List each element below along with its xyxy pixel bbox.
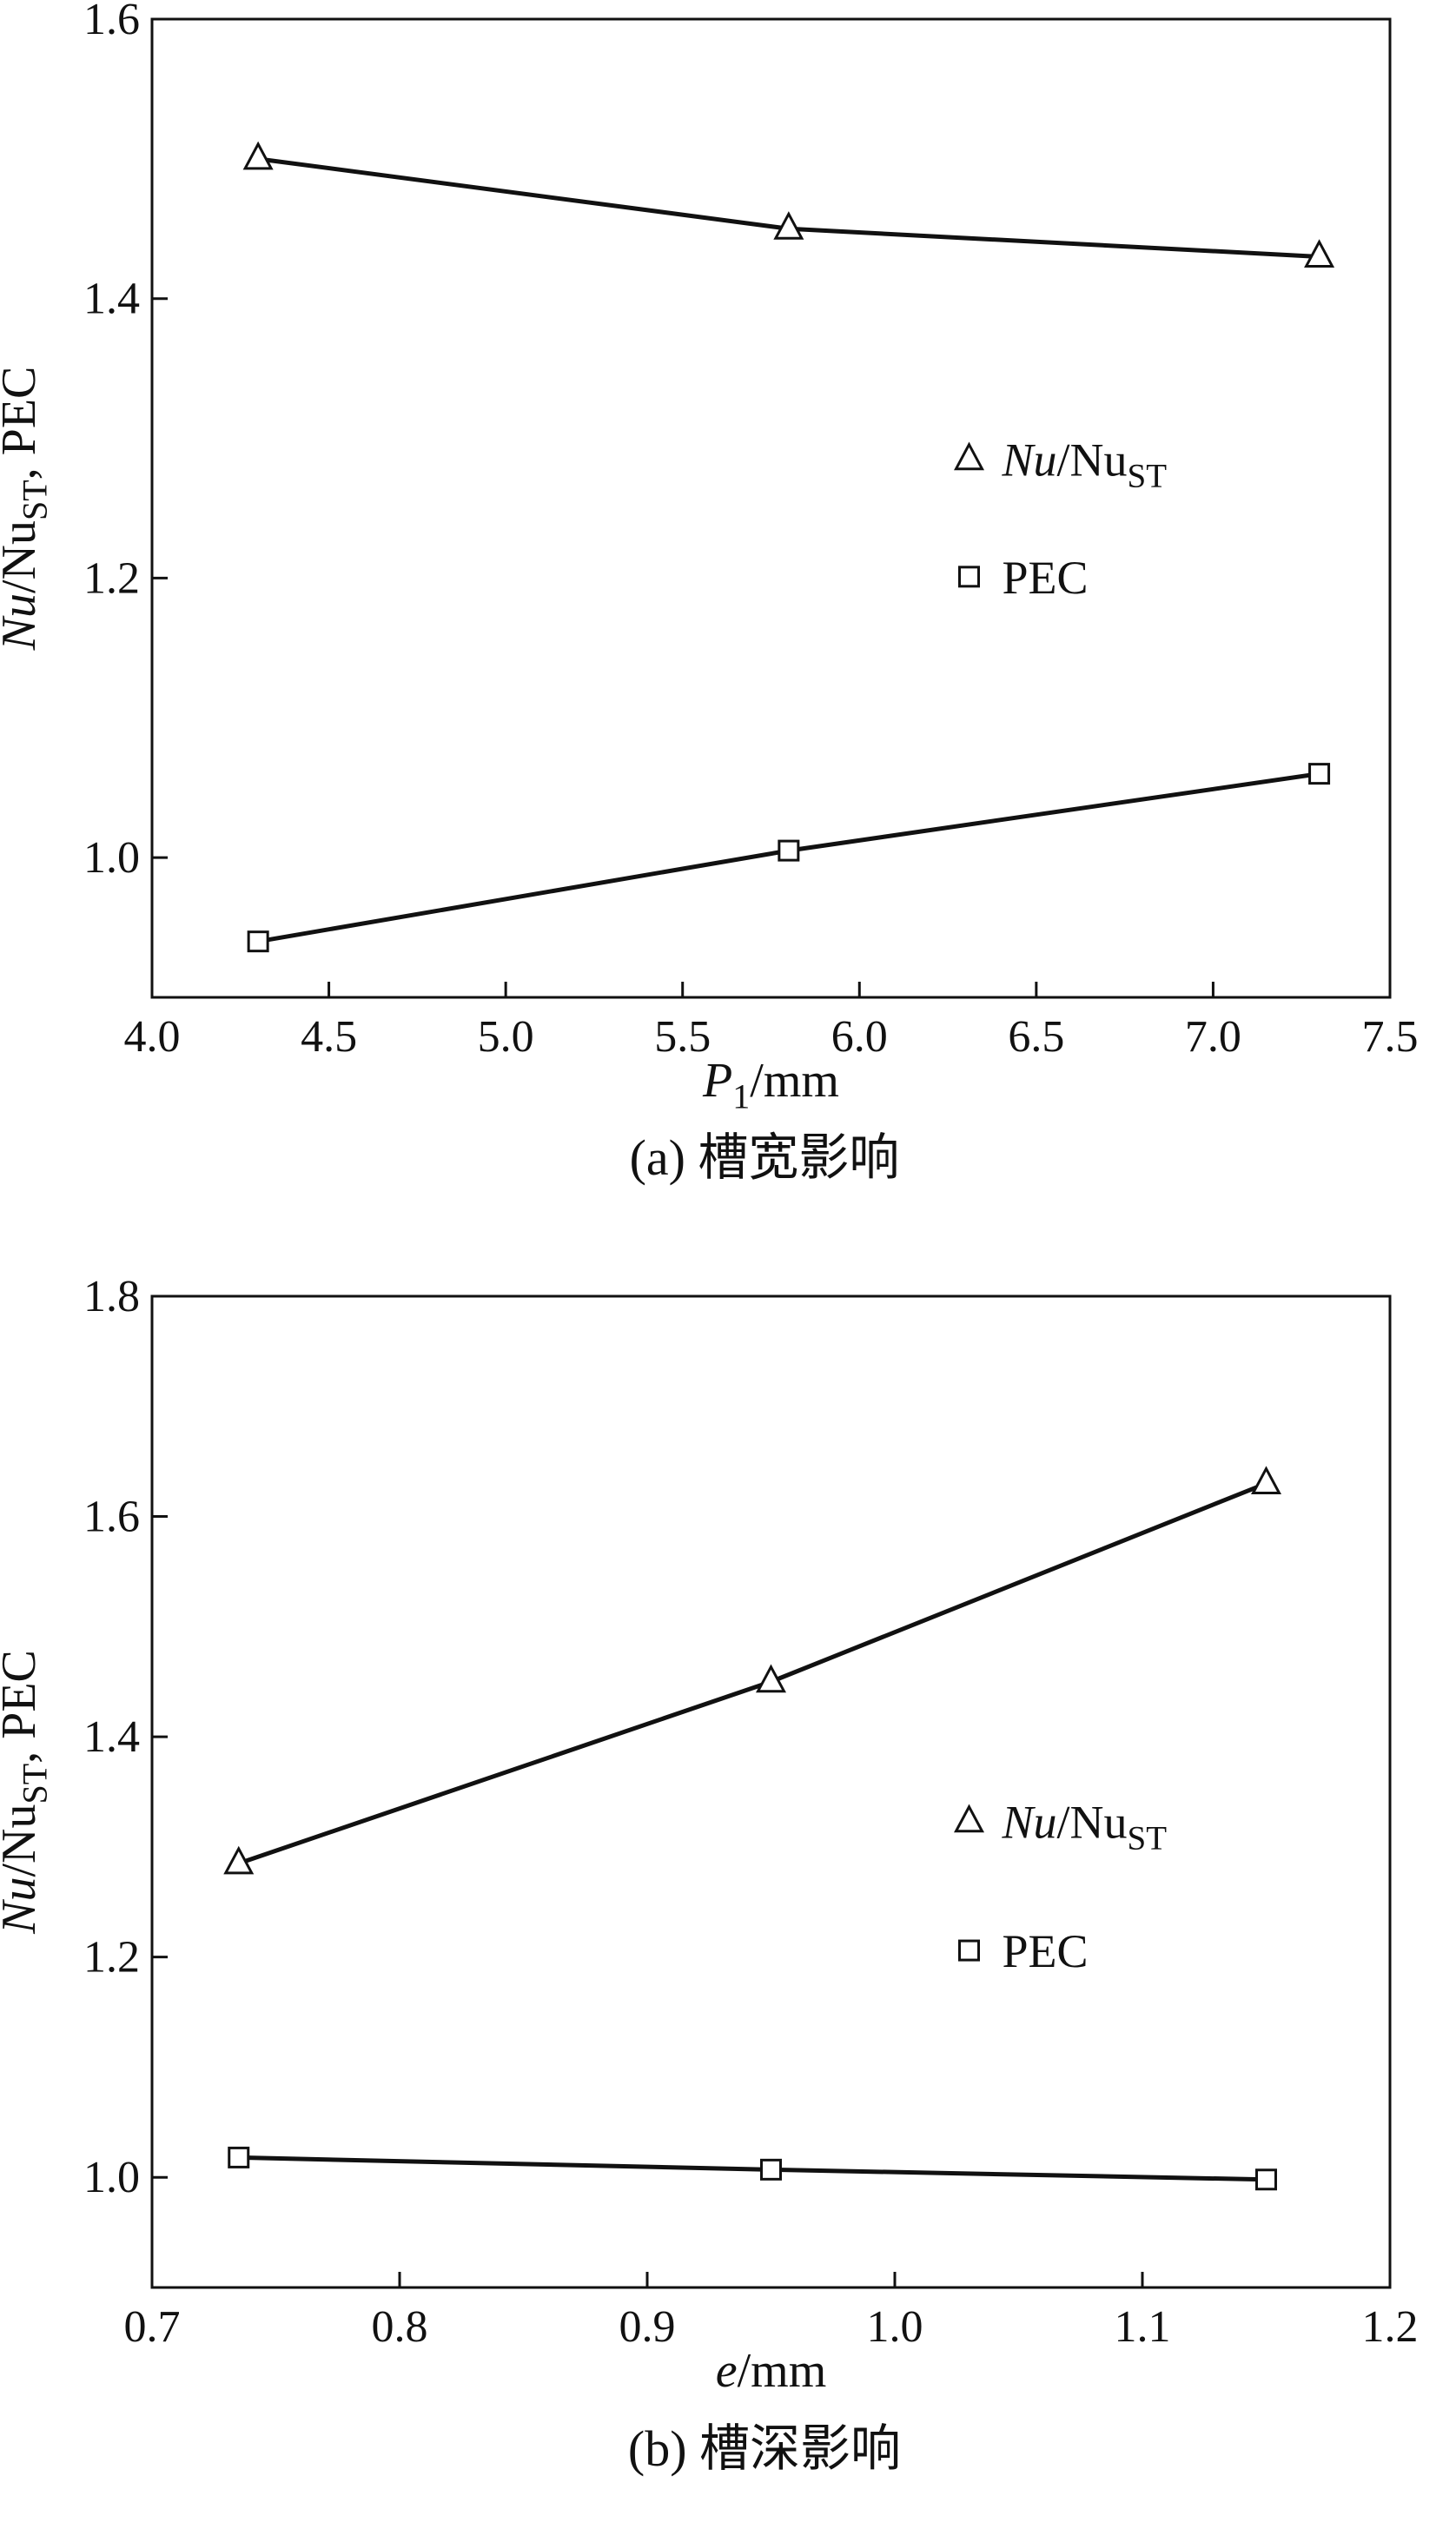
chart-b-caption: (b) 槽深影响 [628, 2420, 901, 2477]
x-tick-label: 0.8 [372, 2302, 428, 2352]
x-tick-label: 5.5 [654, 1012, 711, 1062]
x-tick-label: 4.0 [124, 1012, 181, 1062]
plot-border [150, 1294, 1392, 2289]
y-axis-label: Nu/NuST, PEC [0, 367, 54, 652]
square-marker [228, 2146, 250, 2168]
y-tick-label: 1.4 [83, 275, 140, 324]
legend-label-square: PEC [1003, 552, 1089, 604]
chart-a: 4.0 4.5 5.0 5.5 6.0 6.5 7.0 7.5 1.0 1.2 1.4 1.6 P1/m… [0, 0, 1419, 1116]
series-square [247, 763, 1331, 953]
square-marker [247, 930, 269, 953]
x-tick-label: 7.0 [1185, 1012, 1241, 1062]
legend: Nu/NuST PEC [953, 434, 1168, 604]
x-tick-label: 1.1 [1115, 2302, 1171, 2352]
square-marker [760, 2158, 782, 2181]
y-tick-label: 1.2 [83, 553, 140, 603]
y-axis: 1.0 1.2 1.4 1.6 [83, 0, 168, 883]
series-line [257, 156, 1320, 259]
x-tick-label: 6.5 [1008, 1012, 1064, 1062]
square-marker [1308, 763, 1331, 785]
x-tick-label: 7.5 [1362, 1012, 1419, 1062]
series-square [228, 2146, 1277, 2191]
y-axis: 1.0 1.2 1.4 1.6 1.8 [83, 1272, 168, 2202]
y-tick-label: 1.6 [83, 0, 140, 44]
legend-label-triangle: Nu/NuST [1002, 1797, 1168, 1857]
chart-a-caption: (a) 槽宽影响 [630, 1129, 900, 1186]
legend-label-triangle: Nu/NuST [1002, 434, 1168, 495]
x-tick-label: 1.2 [1362, 2302, 1419, 2352]
x-axis: 0.7 0.8 0.9 1.0 1.1 1.2 [124, 2272, 1419, 2352]
y-tick-label: 1.0 [83, 2153, 140, 2202]
x-tick-label: 6.0 [831, 1012, 888, 1062]
triangle-marker [953, 1804, 985, 1833]
square-marker [958, 1939, 980, 1962]
square-marker [1255, 2168, 1277, 2191]
series-triangle [242, 141, 1335, 268]
triangle-marker [242, 141, 274, 170]
y-axis-label: Nu/NuST, PEC [0, 1650, 54, 1935]
x-tick-label: 5.0 [478, 1012, 534, 1062]
legend-label-square: PEC [1003, 1925, 1089, 1977]
square-marker [958, 566, 980, 588]
plot-border [150, 17, 1392, 999]
triangle-marker [1304, 239, 1335, 268]
x-axis-label: P1/mm [702, 1054, 839, 1116]
x-tick-label: 4.5 [301, 1012, 357, 1062]
triangle-marker [1250, 1466, 1282, 1495]
y-tick-label: 1.4 [83, 1712, 140, 1762]
triangle-marker [755, 1664, 787, 1693]
triangle-marker [953, 441, 985, 471]
y-tick-label: 1.8 [83, 1272, 140, 1321]
series-line [238, 2155, 1267, 2182]
x-axis: 4.0 4.5 5.0 5.5 6.0 6.5 7.0 7.5 [124, 982, 1419, 1062]
triangle-marker [773, 211, 804, 240]
y-tick-label: 1.6 [83, 1493, 140, 1542]
x-axis-label: e/mm [716, 2344, 827, 2398]
y-tick-label: 1.2 [83, 1933, 140, 1983]
y-tick-label: 1.0 [83, 833, 140, 883]
x-tick-label: 0.7 [124, 2302, 181, 2352]
series-triangle [223, 1466, 1282, 1875]
square-marker [778, 839, 800, 862]
triangle-marker [223, 1845, 255, 1875]
legend: Nu/NuST PEC [953, 1797, 1168, 1977]
x-tick-label: 1.0 [867, 2302, 923, 2352]
x-tick-label: 0.9 [619, 2302, 676, 2352]
chart-b: 0.7 0.8 0.9 1.0 1.1 1.2 1.0 1.2 1.4 1.6 1.8 e/mm Nu/… [0, 1272, 1419, 2398]
